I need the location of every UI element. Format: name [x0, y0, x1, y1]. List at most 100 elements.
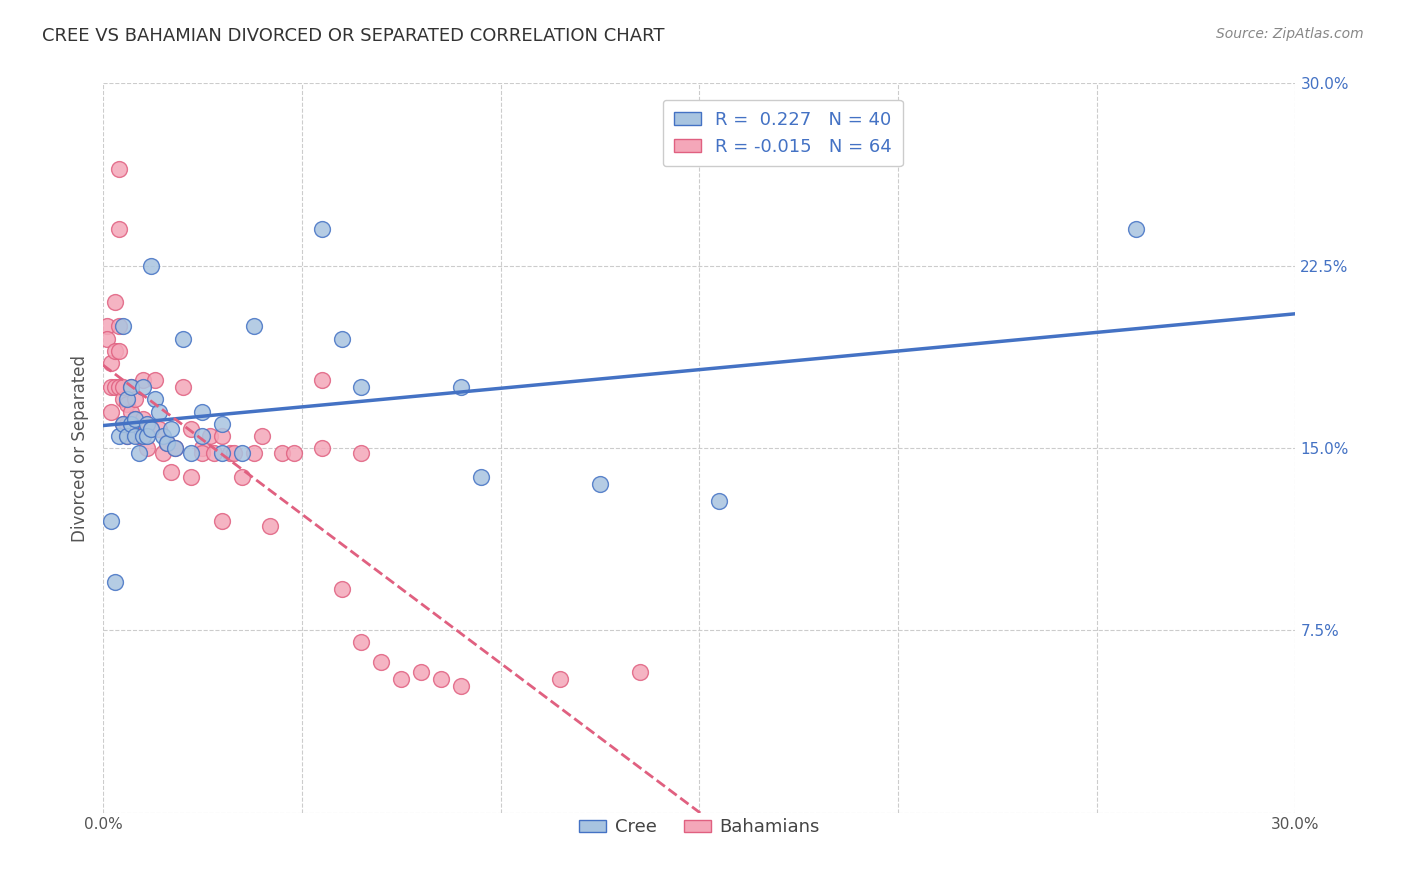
Point — [211, 446, 233, 460]
Point — [135, 429, 157, 443]
Point — [115, 429, 138, 443]
Point — [707, 494, 730, 508]
Point — [450, 679, 472, 693]
Point — [219, 446, 242, 460]
Point — [224, 446, 246, 460]
Point — [104, 343, 127, 358]
Point — [548, 672, 571, 686]
Point — [124, 392, 146, 407]
Point — [115, 397, 138, 411]
Point — [120, 417, 142, 431]
Point — [132, 380, 155, 394]
Point — [191, 441, 214, 455]
Point — [115, 429, 138, 443]
Point — [191, 404, 214, 418]
Point — [409, 665, 432, 679]
Point — [231, 446, 253, 460]
Point — [120, 421, 142, 435]
Point — [124, 412, 146, 426]
Point — [200, 429, 222, 443]
Point — [139, 259, 162, 273]
Point — [111, 319, 134, 334]
Point — [128, 429, 150, 443]
Point — [143, 392, 166, 407]
Point — [132, 429, 155, 443]
Point — [111, 417, 134, 431]
Point — [104, 574, 127, 589]
Point — [211, 417, 233, 431]
Point — [120, 404, 142, 418]
Point — [159, 421, 181, 435]
Point — [111, 392, 134, 407]
Point — [330, 332, 353, 346]
Point — [283, 446, 305, 460]
Point — [163, 441, 186, 455]
Point — [152, 429, 174, 443]
Point — [135, 441, 157, 455]
Point — [120, 380, 142, 394]
Point — [191, 446, 214, 460]
Point — [180, 470, 202, 484]
Point — [100, 514, 122, 528]
Legend: Cree, Bahamians: Cree, Bahamians — [571, 811, 827, 844]
Text: CREE VS BAHAMIAN DIVORCED OR SEPARATED CORRELATION CHART: CREE VS BAHAMIAN DIVORCED OR SEPARATED C… — [42, 27, 665, 45]
Point — [115, 417, 138, 431]
Point — [96, 319, 118, 334]
Point — [243, 319, 266, 334]
Point — [350, 635, 373, 649]
Point — [120, 380, 142, 394]
Point — [211, 429, 233, 443]
Point — [124, 429, 146, 443]
Text: Source: ZipAtlas.com: Source: ZipAtlas.com — [1216, 27, 1364, 41]
Point — [96, 332, 118, 346]
Point — [156, 436, 179, 450]
Point — [172, 332, 194, 346]
Point — [243, 446, 266, 460]
Point — [104, 295, 127, 310]
Point — [108, 429, 131, 443]
Point — [132, 373, 155, 387]
Point — [191, 429, 214, 443]
Point — [148, 421, 170, 435]
Point — [370, 655, 392, 669]
Point — [132, 412, 155, 426]
Point — [128, 446, 150, 460]
Point — [139, 421, 162, 435]
Point — [104, 380, 127, 394]
Point — [111, 380, 134, 394]
Point — [163, 441, 186, 455]
Point — [180, 446, 202, 460]
Point — [148, 404, 170, 418]
Point — [143, 373, 166, 387]
Point — [135, 417, 157, 431]
Point — [152, 446, 174, 460]
Point — [311, 441, 333, 455]
Point — [180, 421, 202, 435]
Point — [108, 343, 131, 358]
Point — [124, 412, 146, 426]
Point — [100, 404, 122, 418]
Point — [389, 672, 412, 686]
Point — [350, 446, 373, 460]
Point — [1125, 222, 1147, 236]
Point — [311, 373, 333, 387]
Y-axis label: Divorced or Separated: Divorced or Separated — [72, 354, 89, 541]
Point — [589, 477, 612, 491]
Point — [231, 470, 253, 484]
Point — [250, 429, 273, 443]
Point — [330, 582, 353, 596]
Point — [100, 380, 122, 394]
Point — [259, 518, 281, 533]
Point — [108, 222, 131, 236]
Point — [628, 665, 651, 679]
Point — [108, 161, 131, 176]
Point — [172, 380, 194, 394]
Point — [311, 222, 333, 236]
Point — [100, 356, 122, 370]
Point — [156, 436, 179, 450]
Point — [470, 470, 492, 484]
Point — [108, 319, 131, 334]
Point — [271, 446, 294, 460]
Point — [139, 421, 162, 435]
Point — [450, 380, 472, 394]
